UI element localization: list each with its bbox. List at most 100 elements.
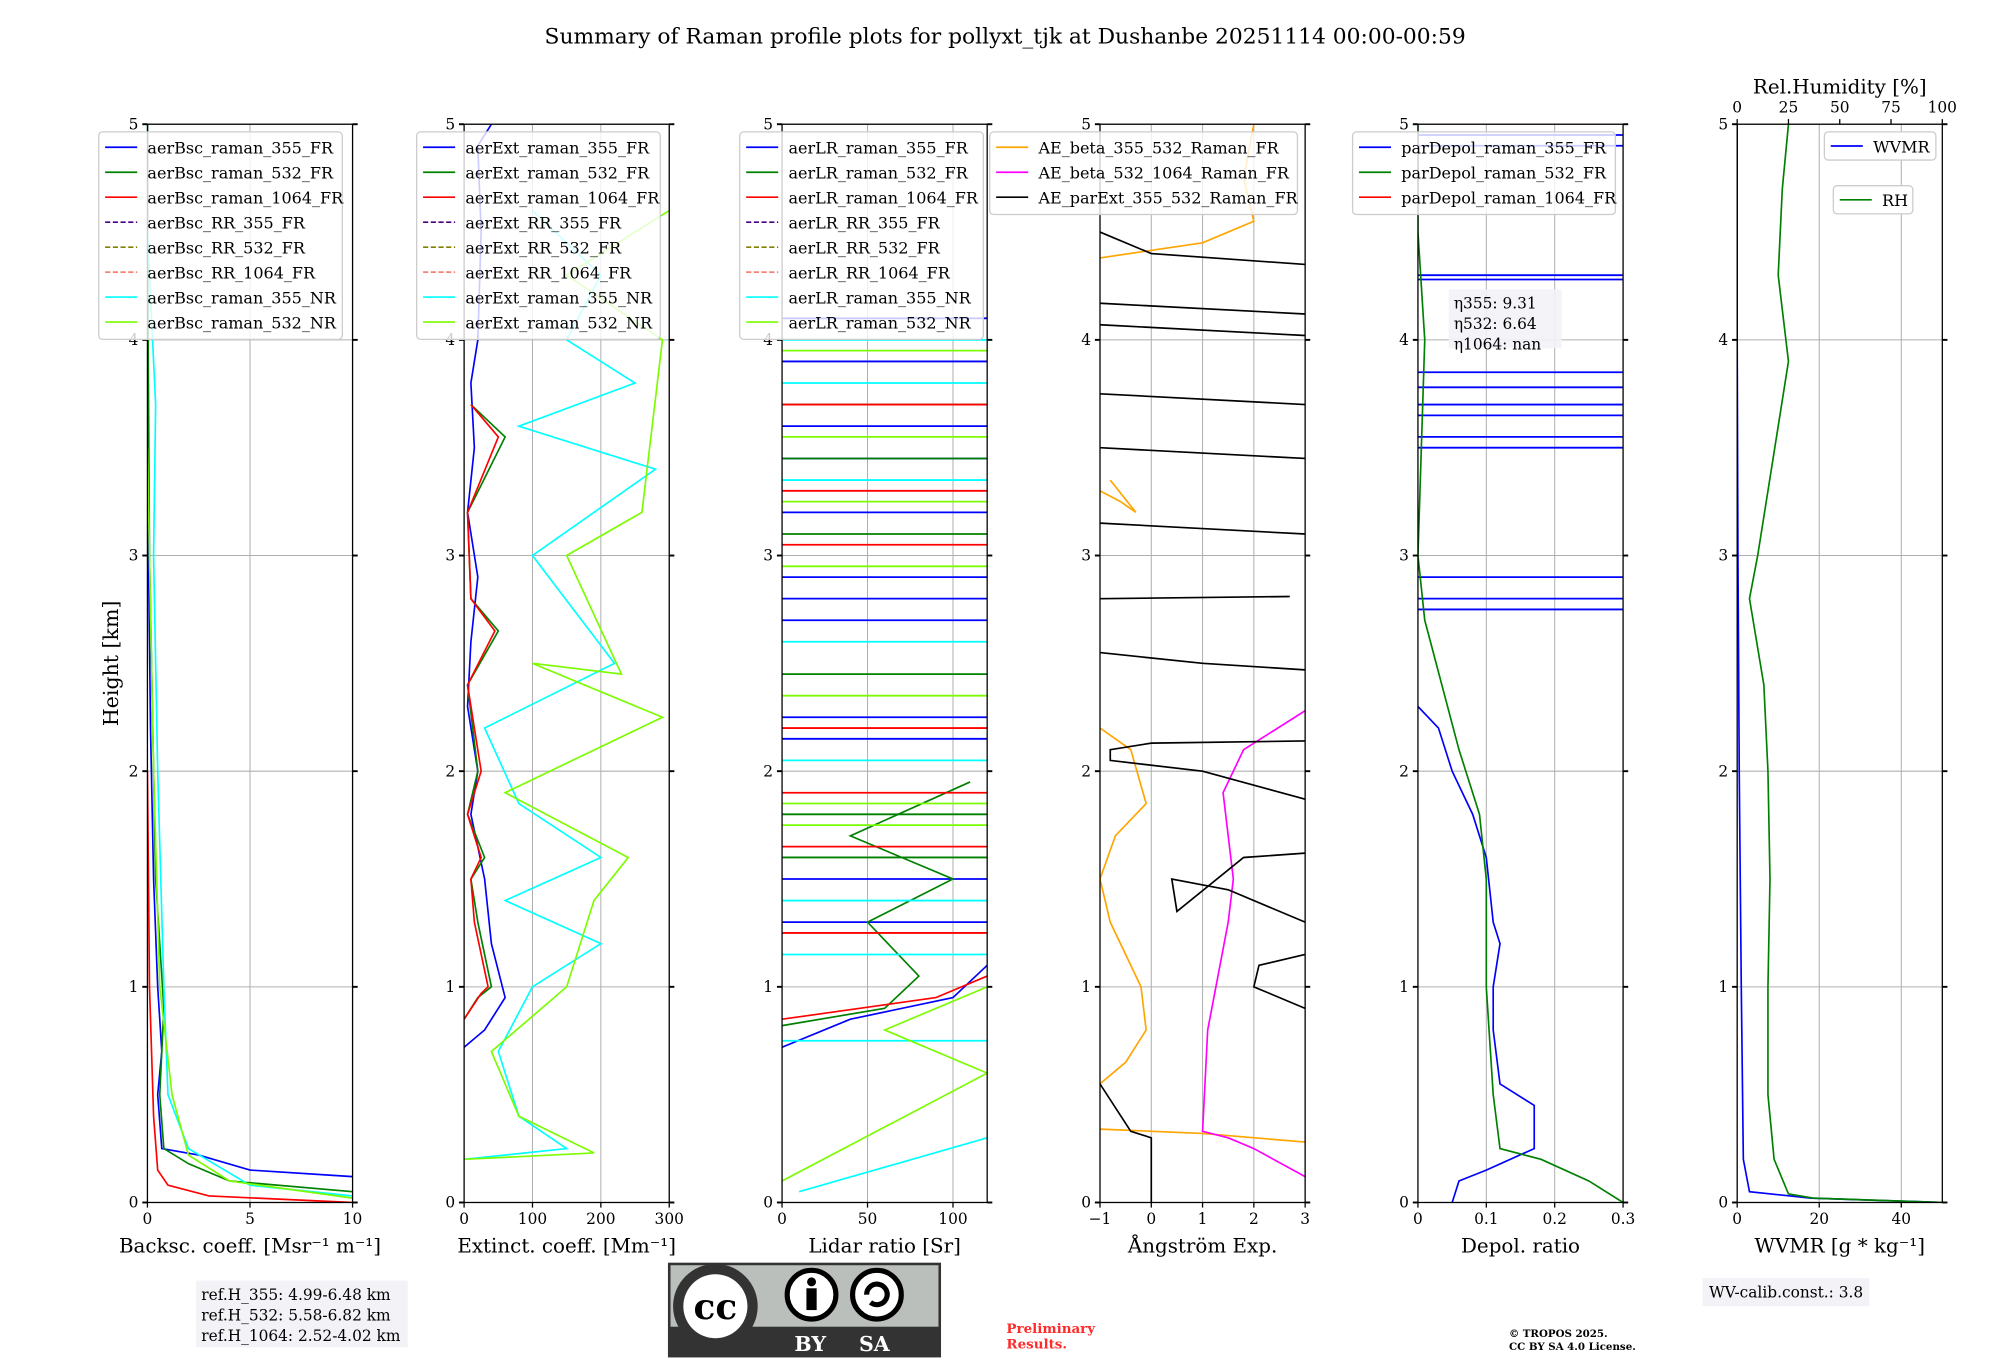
series-line-aerLR_raman_355_FR xyxy=(782,964,988,1049)
x-axis-label: Extinct. coeff. [Mm⁻¹] xyxy=(457,1234,676,1257)
y-tick-label: 1 xyxy=(445,978,455,996)
series-line-aerExt_raman_1064_FR xyxy=(464,404,500,1020)
top-x-tick-label: 0 xyxy=(1732,99,1742,117)
eta-value: η1064: nan xyxy=(1454,336,1541,354)
legend-entry: WVMR xyxy=(1873,137,1930,156)
y-tick-label: 4 xyxy=(1081,331,1091,349)
y-tick-label: 3 xyxy=(1399,547,1409,565)
legend-entry: aerExt_raman_355_NR xyxy=(465,289,653,308)
y-tick-label: 0 xyxy=(129,1194,139,1212)
axes-frame xyxy=(781,123,988,1204)
legend: WVMR xyxy=(1823,131,1937,161)
legend-entry: aerExt_raman_532_NR xyxy=(465,313,653,332)
series-line-aerLR_raman_532_FR xyxy=(782,781,971,1027)
legend-entry: aerExt_raman_355_FR xyxy=(465,139,650,158)
x-tick-label: 200 xyxy=(586,1210,615,1228)
y-tick-label: 3 xyxy=(445,547,455,565)
legend-entry: aerExt_RR_532_FR xyxy=(465,239,622,258)
series-line-aerExt_raman_355_NR xyxy=(464,209,658,1161)
y-tick-label: 4 xyxy=(1399,331,1409,349)
legend-entry: aerLR_RR_355_FR xyxy=(788,214,940,233)
series-line-parDepol_raman_355_FR xyxy=(1417,705,1536,1203)
series-line-aerLR_raman_1064_FR xyxy=(782,975,988,1021)
x-tick-label: 0 xyxy=(143,1210,153,1228)
y-tick-label: 0 xyxy=(445,1194,455,1212)
y-tick-label: 3 xyxy=(1081,547,1091,565)
y-tick-label: 2 xyxy=(1718,762,1728,780)
y-tick-label: 3 xyxy=(129,547,139,565)
y-tick-label: 0 xyxy=(1718,1194,1728,1212)
x-tick-label: 0 xyxy=(777,1210,787,1228)
y-axis-label: Height [km] xyxy=(99,601,123,726)
x-axis-label: Lidar ratio [Sr] xyxy=(808,1234,961,1257)
series-line-AE_parExt_355_532_Raman_FR xyxy=(1100,231,1306,1203)
series-line-aerExt_raman_532_NR xyxy=(464,209,670,1161)
legend-entry: aerExt_RR_355_FR xyxy=(465,214,622,233)
x-tick-label: 300 xyxy=(655,1210,684,1228)
legend-entry: aerBsc_raman_1064_FR xyxy=(147,189,344,208)
y-tick-label: 5 xyxy=(445,115,455,133)
legend-entry: aerBsc_raman_355_NR xyxy=(147,289,336,308)
copyright-note: © TROPOS 2025. CC BY SA 4.0 License. xyxy=(1509,1328,1636,1353)
axes-frame xyxy=(463,123,670,1204)
figure-title: Summary of Raman profile plots for polly… xyxy=(545,25,1466,50)
legend-entry: aerExt_RR_1064_FR xyxy=(465,264,632,283)
y-tick-label: 1 xyxy=(1718,978,1728,996)
series-line-RH xyxy=(1748,124,1943,1203)
x-tick-label: 1 xyxy=(1198,1210,1208,1228)
y-tick-label: 1 xyxy=(1399,978,1409,996)
x-tick-label: 0 xyxy=(1146,1210,1156,1228)
x-axis-label: Ångström Exp. xyxy=(1127,1232,1277,1257)
y-tick-label: 5 xyxy=(763,115,773,133)
top-x-tick-label: 25 xyxy=(1779,99,1799,117)
top-x-tick-label: 75 xyxy=(1881,99,1901,117)
series-line-aerBsc_raman_1064_FR xyxy=(147,771,353,1203)
legend-entry: aerLR_raman_532_NR xyxy=(788,313,971,332)
x-tick-label: 10 xyxy=(343,1210,363,1228)
x-tick-label: 5 xyxy=(245,1210,255,1228)
x-tick-label: 3 xyxy=(1300,1210,1310,1228)
legend-entry: aerLR_raman_355_NR xyxy=(788,289,971,308)
svg-text:cc: cc xyxy=(694,1286,738,1328)
series-line-aerBsc_raman_355_NR xyxy=(147,232,353,1197)
x-tick-label: 2 xyxy=(1249,1210,1259,1228)
y-tick-label: 2 xyxy=(445,762,455,780)
legend: aerExt_raman_355_FR aerExt_raman_532_FRae… xyxy=(416,131,661,340)
axes-frame xyxy=(1417,123,1624,1204)
y-tick-label: 0 xyxy=(1081,1194,1091,1212)
legend-entry: aerBsc_RR_355_FR xyxy=(147,214,305,233)
legend-entry: aerLR_raman_355_FR xyxy=(788,139,968,158)
ref-height-355: ref.H_355: 4.99-6.48 km xyxy=(201,1286,391,1304)
legend-entry: aerBsc_raman_532_FR xyxy=(147,164,334,183)
series-line-AE_beta_532_1064_Raman_FR xyxy=(1201,710,1306,1178)
series-line-aerLR_raman_532_NR xyxy=(782,986,988,1182)
x-axis-label: Depol. ratio xyxy=(1461,1234,1580,1257)
legend-entry: aerBsc_raman_355_FR xyxy=(147,139,334,158)
x-tick-label: 100 xyxy=(938,1210,967,1228)
x-tick-label: 0.3 xyxy=(1611,1210,1635,1228)
legend-entry: AE_beta_355_532_Raman_FR xyxy=(1037,139,1279,158)
series-line-aerLR_raman_355_NR xyxy=(798,1137,988,1193)
legend-entry: aerBsc_RR_532_FR xyxy=(147,239,305,258)
y-tick-label: 2 xyxy=(763,762,773,780)
legend-entry: parDepol_raman_532_FR xyxy=(1401,164,1607,183)
series-line-aerBsc_raman_532_NR xyxy=(147,447,353,1199)
legend-entry: parDepol_raman_355_FR xyxy=(1401,139,1607,158)
legend-entry: AE_parExt_355_532_Raman_FR xyxy=(1037,189,1298,208)
series-line-parDepol_raman_532_FR xyxy=(1417,124,1624,1203)
y-tick-label: 5 xyxy=(1718,115,1728,133)
eta-value: η532: 6.64 xyxy=(1454,315,1537,333)
x-tick-label: 0 xyxy=(459,1210,469,1228)
legend-entry: AE_beta_532_1064_Raman_FR xyxy=(1037,164,1289,183)
cc-by-sa-logo: cc BY SA xyxy=(667,1262,942,1358)
ref-height-532: ref.H_532: 5.58-6.82 km xyxy=(201,1306,391,1324)
y-tick-label: 1 xyxy=(1081,978,1091,996)
legend-entry: aerBsc_RR_1064_FR xyxy=(147,264,316,283)
x-tick-label: 100 xyxy=(518,1210,547,1228)
